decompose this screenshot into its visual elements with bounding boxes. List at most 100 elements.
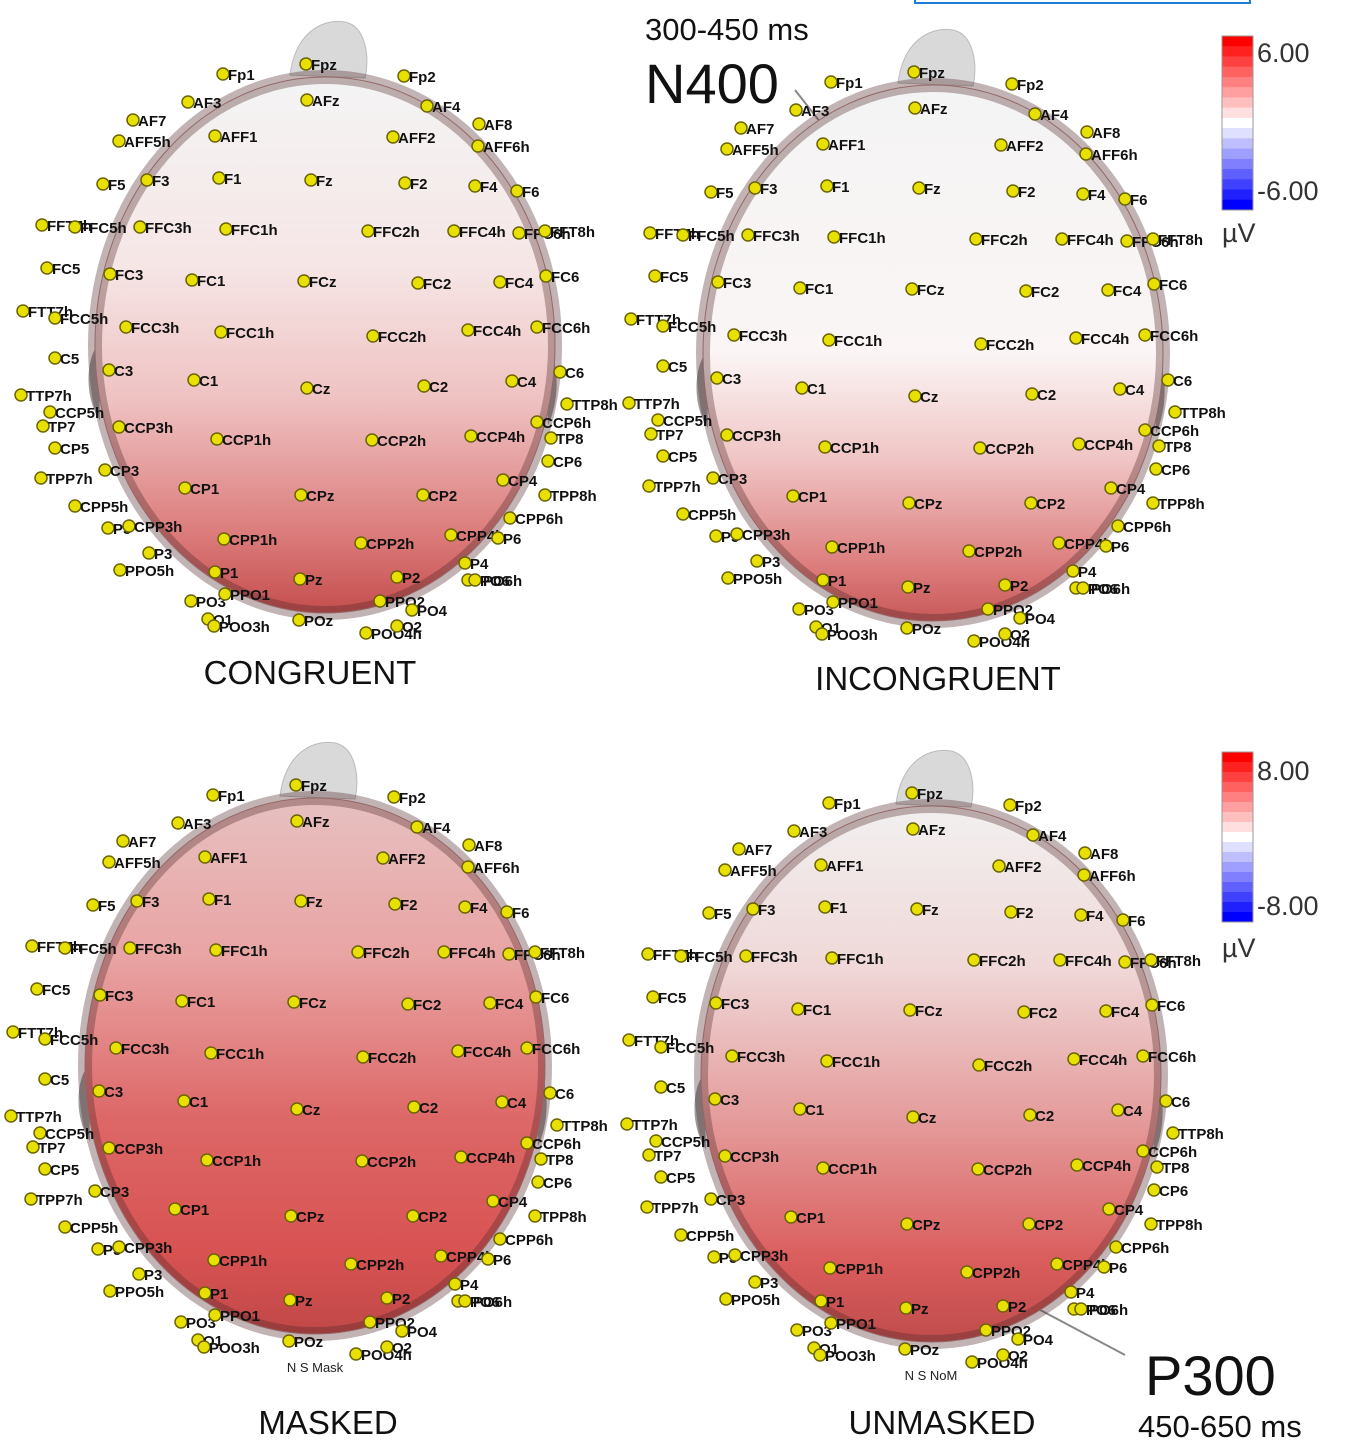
electrode-label: AF8 — [1090, 846, 1118, 863]
electrode-label: CP6 — [543, 1175, 572, 1192]
electrode-label: FFC3h — [145, 220, 192, 237]
electrode-label: AF4 — [422, 820, 451, 837]
electrode-label: FFC2h — [373, 224, 420, 241]
electrode-label: PO6 — [480, 573, 510, 590]
electrode-label: FC1 — [805, 281, 833, 298]
electrode-label: FC1 — [803, 1002, 831, 1019]
electrode-label: TTP7h — [26, 388, 72, 405]
electrode-label: TP8 — [546, 1152, 574, 1169]
electrode-label: Cz — [302, 1102, 320, 1119]
electrode-label: TTP7h — [634, 396, 680, 413]
electrode-label: C3 — [720, 1092, 739, 1109]
electrode-label: P4 — [470, 556, 489, 573]
electrode-label: P1 — [210, 1286, 228, 1303]
electrode-label: TPP8h — [550, 488, 597, 505]
electrode-label: AFF5h — [124, 134, 171, 151]
electrode-label: FFC1h — [231, 222, 278, 239]
colorbar-step — [1222, 772, 1253, 783]
electrode-label: POz — [304, 613, 333, 630]
electrode-label: CP2 — [1036, 496, 1065, 513]
electrode-label: FCC1h — [216, 1046, 264, 1063]
electrode-label: FCC4h — [463, 1044, 511, 1061]
electrode-label: CCP2h — [985, 441, 1034, 458]
electrode-label: CCP3h — [730, 1149, 779, 1166]
electrode-label: C2 — [419, 1100, 438, 1117]
electrode-label: AFF6h — [1089, 868, 1136, 885]
electrode-label: CP1 — [798, 489, 827, 506]
electrode-label: CPP2h — [974, 544, 1022, 561]
electrode-label: FC2 — [423, 276, 451, 293]
electrode-label: Cz — [918, 1110, 936, 1127]
electrode-label: TTP7h — [16, 1109, 62, 1126]
electrode-label: CCP2h — [367, 1154, 416, 1171]
electrode-label: CPP5h — [80, 499, 128, 516]
colorbar-step — [1222, 67, 1253, 78]
electrode-label: Cz — [312, 381, 330, 398]
electrode-label: FC3 — [721, 996, 749, 1013]
electrode-label: CCP2h — [377, 433, 426, 450]
electrode-label: C5 — [60, 351, 79, 368]
electrode-label: CP4 — [1114, 1202, 1144, 1219]
electrode-label: POO3h — [209, 1340, 260, 1357]
electrode-label: PPO5h — [125, 563, 174, 580]
electrode-label: CP3 — [716, 1192, 745, 1209]
electrode-label: C5 — [668, 359, 687, 376]
electrode-label: FFC2h — [979, 953, 1026, 970]
electrode-label: FFC5h — [80, 220, 127, 237]
colorbar-step — [1222, 87, 1253, 98]
colorbar-step — [1222, 782, 1253, 793]
electrode-label: CPP2h — [972, 1265, 1020, 1282]
electrode-label: CP2 — [418, 1209, 447, 1226]
electrode-label: PO6 — [470, 1294, 500, 1311]
electrode-label: CPP3h — [124, 1240, 172, 1257]
electrode-label: AFF2 — [398, 130, 436, 147]
electrode-label: CCP6h — [1150, 423, 1199, 440]
colorbar-step — [1222, 118, 1253, 129]
scale-max: 6.00 — [1257, 38, 1310, 68]
colorbar-step — [1222, 842, 1253, 853]
electrode-label: FC6 — [1157, 998, 1185, 1015]
electrode-label: CP6 — [553, 454, 582, 471]
electrode-label: Fz — [316, 173, 333, 190]
electrode-label: PO4 — [407, 1324, 438, 1341]
electrode-label: O2 — [1010, 627, 1030, 644]
electrode-label: AFz — [302, 814, 330, 831]
electrode-label: AF7 — [128, 834, 156, 851]
electrode-label: TP7 — [38, 1140, 66, 1157]
electrode-label: FFC5h — [686, 949, 733, 966]
scale-min: -8.00 — [1257, 891, 1319, 921]
electrode-label: POz — [910, 1342, 939, 1359]
electrode-label: FFC3h — [751, 949, 798, 966]
electrode-label: AFF1 — [826, 858, 864, 875]
colorbar-step — [1222, 97, 1253, 108]
electrode-label: Fpz — [311, 57, 337, 74]
electrode-label: CPP1h — [835, 1261, 883, 1278]
electrode-label: P4 — [1076, 1285, 1095, 1302]
electrode-label: TPP7h — [46, 471, 93, 488]
electrode-label: TTP8h — [562, 1118, 608, 1135]
colorbar-step — [1222, 46, 1253, 57]
electrode-label: F3 — [760, 181, 778, 198]
electrode-label: FCC6h — [542, 320, 590, 337]
electrode-label: AFF5h — [730, 863, 777, 880]
electrode-label: FC6 — [541, 990, 569, 1007]
electrode-label: CCP1h — [830, 440, 879, 457]
electrode-label: FCz — [309, 274, 337, 291]
electrode-label: PO6 — [1086, 1302, 1116, 1319]
electrode-label: F5 — [98, 898, 116, 915]
electrode-label: FCC2h — [984, 1058, 1032, 1075]
electrode-label: P4 — [1078, 564, 1097, 581]
electrode-label: F2 — [1016, 905, 1034, 922]
electrode-label: Fz — [924, 181, 941, 198]
electrode-label: O2 — [392, 1340, 412, 1357]
electrode-label: F1 — [830, 900, 848, 917]
electrode-label: CP1 — [190, 481, 219, 498]
electrode-label: P1 — [828, 573, 846, 590]
colorbar-step — [1222, 179, 1253, 190]
scale-unit: µV — [1222, 218, 1256, 248]
electrode-label: Pz — [295, 1293, 313, 1310]
electrode-label: CCP3h — [124, 420, 173, 437]
electrode-label: TP8 — [556, 431, 584, 448]
electrode-label: AF4 — [1038, 828, 1067, 845]
electrode-label: PO4 — [417, 603, 448, 620]
